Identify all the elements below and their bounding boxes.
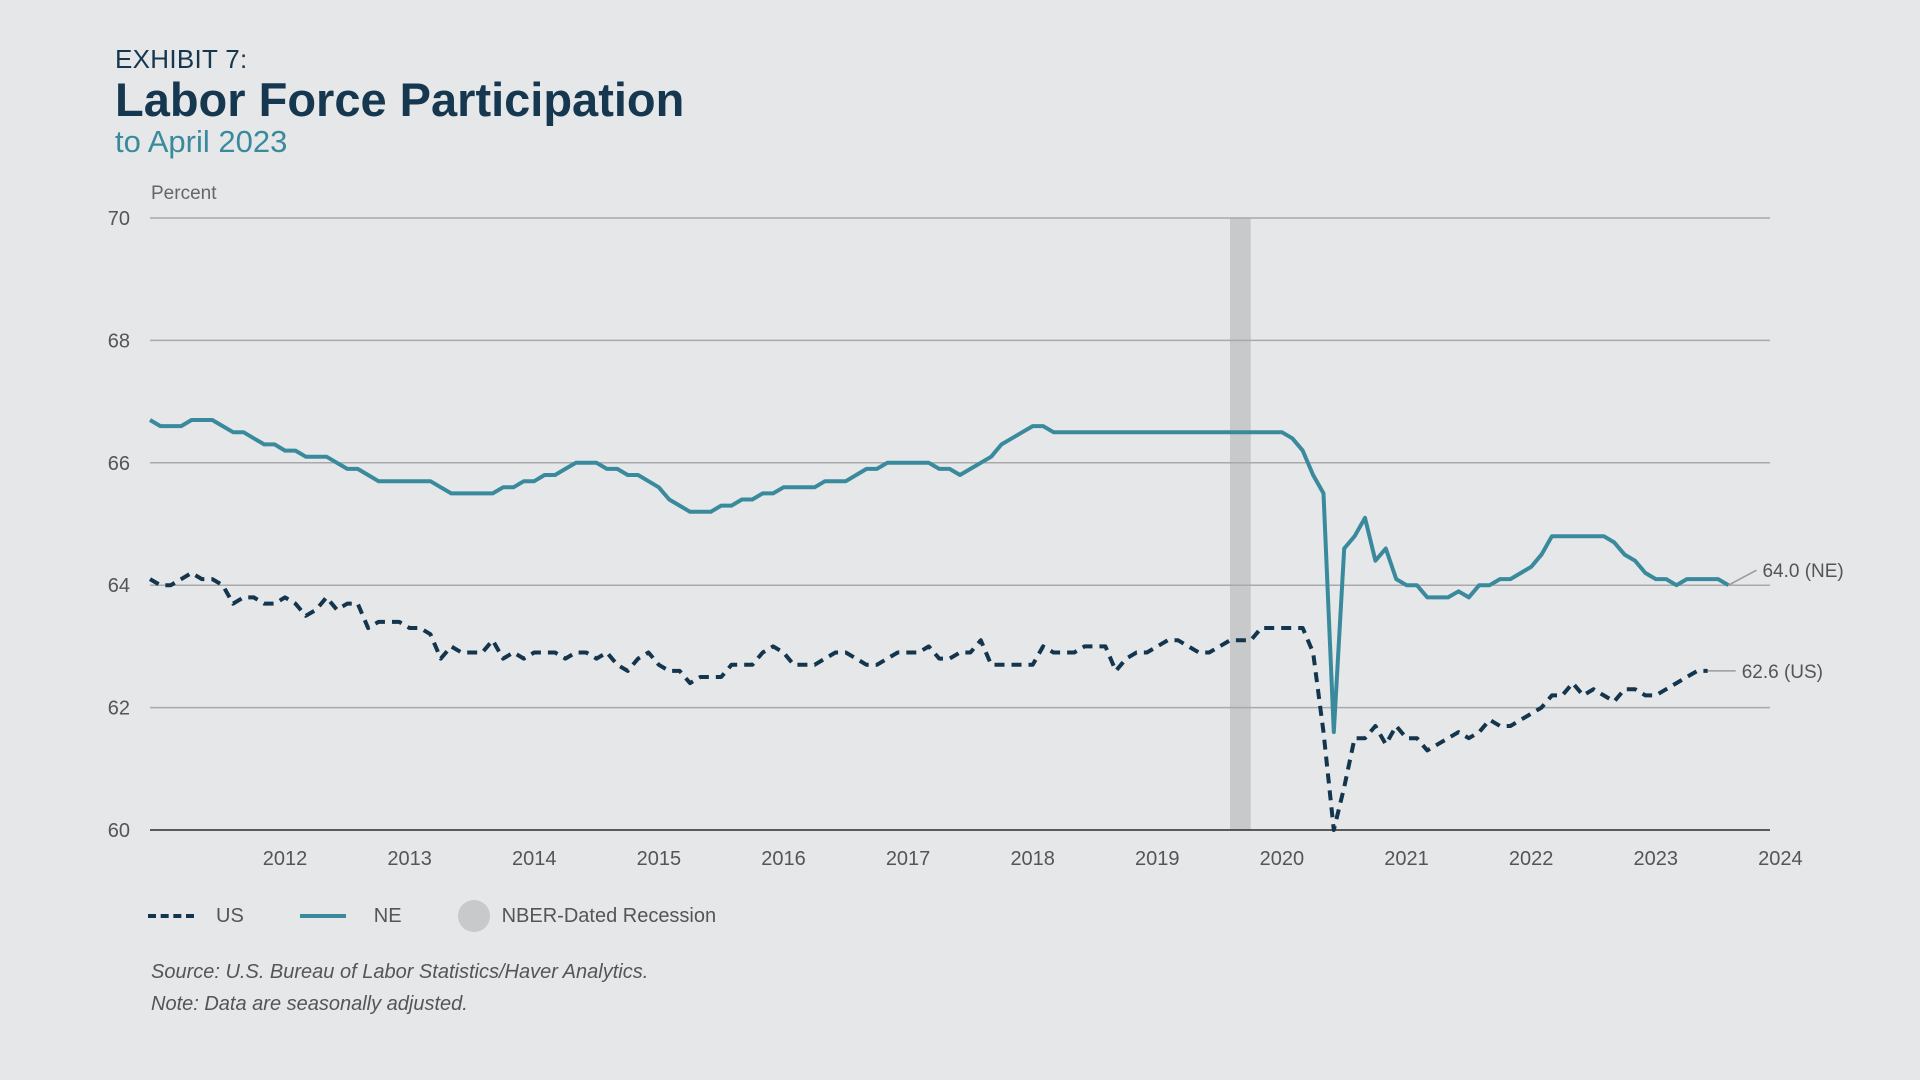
y-tick-label: 64 xyxy=(108,575,130,597)
legend-label-us: US xyxy=(216,904,244,927)
end-label-leader-ne xyxy=(1728,569,1757,586)
legend-swatch-recession xyxy=(457,900,490,932)
footnotes: Source: U.S. Bureau of Labor Statistics/… xyxy=(151,956,648,1020)
legend: US NE NBER-Dated Recession xyxy=(148,900,772,932)
x-tick-label: 2021 xyxy=(1384,848,1429,870)
x-tick-label: 2015 xyxy=(637,848,682,870)
recession-layer xyxy=(1230,218,1251,830)
end-label-us: 62.6 (US) xyxy=(1742,662,1823,683)
x-tick-label: 2016 xyxy=(761,848,806,870)
axes: 60 62 64 66 68 70 Percent 2012 2013 2014 2015 2016 2… xyxy=(108,183,1803,870)
x-tick-label: 2024 xyxy=(1758,848,1803,870)
exhibit-label: EXHIBIT 7: xyxy=(115,44,248,74)
legend-label-ne: NE xyxy=(373,904,402,927)
legend-item-recession: NBER-Dated Recession xyxy=(457,900,717,932)
chart-title: Labor Force Participation xyxy=(115,73,685,126)
source-note: Source: U.S. Bureau of Labor Statistics/… xyxy=(151,961,649,983)
recession-band xyxy=(1230,218,1251,830)
y-tick-label: 68 xyxy=(108,330,130,352)
end-labels: 62.6 (US) 64.0 (NE) xyxy=(1707,561,1844,683)
y-tick-label: 66 xyxy=(108,453,130,475)
y-axis-unit-label: Percent xyxy=(151,183,217,204)
x-tick-label: 2023 xyxy=(1634,848,1679,870)
legend-label-recession: NBER-Dated Recession xyxy=(501,904,717,927)
x-tick-label: 2018 xyxy=(1010,848,1055,870)
chart-svg: 60 62 64 66 68 70 Percent 2012 2013 2014 2015 2016 2… xyxy=(108,183,1844,870)
chart-subtitle: to April 2023 xyxy=(115,124,288,159)
gridlines xyxy=(150,217,1770,831)
x-tick-label: 2022 xyxy=(1509,848,1554,870)
y-tick-label: 62 xyxy=(108,698,130,720)
y-tick-label: 60 xyxy=(108,820,130,842)
series-layer xyxy=(148,418,1730,832)
data-note: Note: Data are seasonally adjusted. xyxy=(151,993,468,1015)
y-tick-label: 70 xyxy=(108,208,130,230)
x-tick-label: 2020 xyxy=(1260,848,1305,870)
x-tick-label: 2019 xyxy=(1135,848,1180,870)
x-tick-label: 2017 xyxy=(886,848,931,870)
x-tick-label: 2013 xyxy=(387,848,432,870)
series-line-us xyxy=(148,571,1708,832)
legend-swatch-ne xyxy=(299,914,346,918)
x-tick-label: 2014 xyxy=(512,848,557,870)
legend-swatch-us xyxy=(148,914,194,918)
series-line-ne xyxy=(148,418,1730,735)
legend-item-us: US xyxy=(148,905,244,928)
legend-item-ne: NE xyxy=(299,904,402,928)
end-label-ne: 64.0 (NE) xyxy=(1762,561,1843,582)
x-tick-label: 2012 xyxy=(263,848,308,870)
